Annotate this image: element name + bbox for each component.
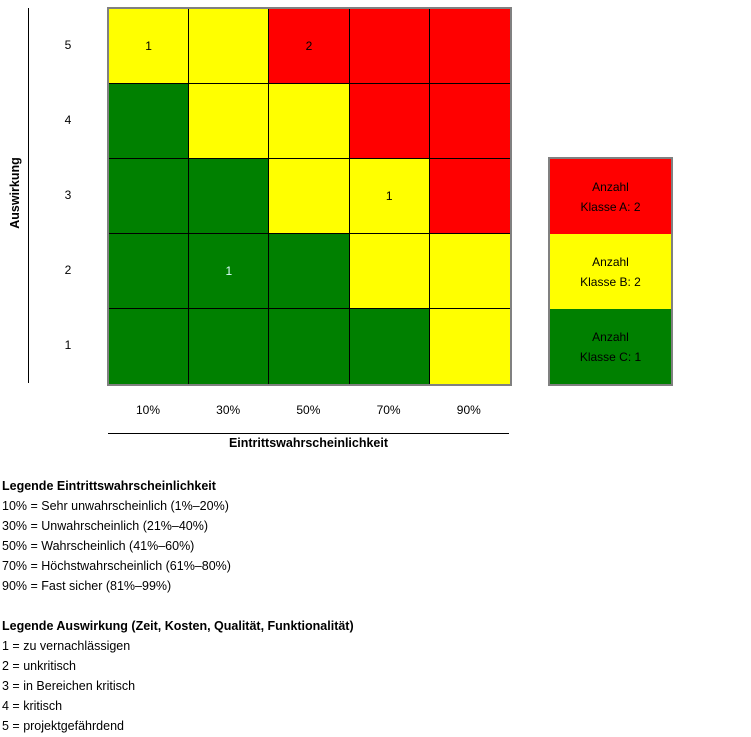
matrix-cell	[269, 234, 350, 309]
x-tick-label: 10%	[135, 403, 161, 417]
y-axis-line	[28, 8, 29, 383]
y-tick-label: 4	[64, 112, 72, 127]
matrix-cell: 2	[269, 9, 350, 84]
matrix-cell	[349, 234, 430, 309]
matrix-cell	[109, 309, 190, 384]
matrix-cell	[109, 159, 190, 234]
matrix-cell	[269, 84, 350, 159]
legend-item: 2 = unkritisch	[2, 659, 76, 673]
x-tick-label: 90%	[456, 403, 481, 417]
y-axis-title: Auswirkung	[8, 157, 22, 229]
matrix-cell	[429, 84, 510, 159]
matrix-cell	[429, 9, 510, 84]
y-tick-label: 2	[64, 262, 72, 277]
summary-class-c: Anzahl Klasse C: 1	[550, 309, 671, 384]
legend-impact: Legende Auswirkung (Zeit, Kosten, Qualit…	[2, 616, 354, 736]
cell-count: 2	[305, 39, 313, 53]
cell-count: 1	[385, 189, 393, 203]
summary-class-b: Anzahl Klasse B: 2	[550, 234, 671, 309]
y-tick-label: 1	[64, 337, 72, 352]
legend-item: 3 = in Bereichen kritisch	[2, 679, 136, 693]
matrix-cell	[429, 234, 510, 309]
class-summary: Anzahl Klasse A: 2 Anzahl Klasse B: 2 Anza…	[548, 157, 673, 386]
matrix-cell: 1	[349, 159, 430, 234]
legend-item: 90% = Fast sicher (81%–99%)	[2, 579, 172, 593]
matrix-cell: 1	[109, 9, 190, 84]
matrix-cell	[189, 159, 270, 234]
x-axis-line	[108, 433, 509, 434]
x-axis-title: Eintrittswahrscheinlichkeit	[228, 436, 389, 450]
matrix-cell	[349, 309, 430, 384]
summary-label: Anzahl	[592, 254, 629, 269]
legend-item: 1 = zu vernachlässigen	[2, 639, 131, 653]
matrix-cell	[349, 9, 430, 84]
legend-item: 50% = Wahrscheinlich (41%–60%)	[2, 539, 195, 553]
matrix-cell	[269, 159, 350, 234]
cell-count: 1	[145, 39, 152, 53]
legend-probability: Legende Eintrittswahrscheinlichkeit 10% …	[2, 476, 231, 596]
matrix-cell	[109, 234, 190, 309]
summary-count: Klasse B: 2	[580, 274, 641, 289]
legend-item: 5 = projektgefährdend	[2, 719, 124, 733]
y-tick-label: 5	[64, 37, 72, 52]
summary-count: Klasse A: 2	[580, 199, 641, 214]
matrix-cell	[429, 309, 510, 384]
x-tick-label: 30%	[216, 403, 241, 417]
summary-count: Klasse C: 1	[579, 349, 642, 364]
y-tick-label: 3	[64, 187, 72, 202]
matrix-cell	[349, 84, 430, 159]
legend-title: Legende Eintrittswahrscheinlichkeit	[2, 479, 216, 493]
legend-item: 70% = Höchstwahrscheinlich (61%–80%)	[2, 559, 231, 573]
legend-item: 4 = kritisch	[2, 699, 63, 713]
summary-class-a: Anzahl Klasse A: 2	[550, 159, 671, 234]
cell-count: 1	[225, 264, 233, 278]
legend-item: 10% = Sehr unwahrscheinlich (1%–20%)	[2, 499, 229, 513]
matrix-cell	[189, 309, 270, 384]
matrix-cell	[189, 84, 270, 159]
summary-label: Anzahl	[592, 329, 629, 344]
matrix-cell	[109, 84, 190, 159]
matrix-cell: 1	[189, 234, 270, 309]
legend-item: 30% = Unwahrscheinlich (21%–40%)	[2, 519, 209, 533]
matrix-cell	[269, 309, 350, 384]
risk-matrix: 1 1 1 2	[107, 7, 512, 386]
summary-label: Anzahl	[592, 179, 629, 194]
matrix-cell	[429, 159, 510, 234]
x-tick-label: 50%	[296, 403, 321, 417]
x-tick-label: 70%	[376, 403, 401, 417]
legend-title: Legende Auswirkung (Zeit, Kosten, Qualit…	[2, 619, 354, 633]
matrix-cell	[189, 9, 270, 84]
